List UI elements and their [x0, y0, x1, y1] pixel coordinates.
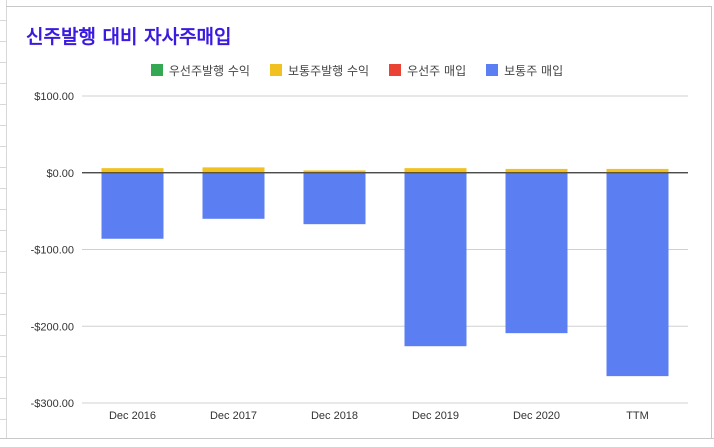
x-tick-label: Dec 2017	[210, 410, 257, 422]
sheet-bottom-strip	[0, 438, 714, 447]
bar-segment	[404, 172, 467, 347]
legend-item-preferred-issuance[interactable]: 우선주발행 수익	[150, 62, 250, 79]
x-tick-label: Dec 2016	[109, 410, 156, 422]
y-tick-label: -$200.00	[31, 321, 74, 333]
spreadsheet-row-gutter	[0, 0, 7, 446]
legend-label: 보통주 매입	[504, 63, 564, 78]
legend-label: 우선주 매입	[407, 63, 467, 78]
y-tick-label: $100.00	[34, 91, 74, 103]
legend-swatch	[389, 64, 402, 76]
chart-frame	[6, 6, 712, 438]
legend-item-preferred-buyback[interactable]: 우선주 매입	[389, 62, 466, 79]
bar-segment	[505, 168, 568, 173]
bar-segment	[101, 168, 164, 173]
bar-segment	[202, 172, 265, 219]
bar-segment	[303, 172, 366, 225]
legend-label: 보통주발행 수익	[287, 63, 370, 78]
legend-swatch	[486, 64, 499, 76]
bar-segment	[101, 172, 164, 239]
bar-segment	[404, 168, 467, 173]
y-tick-label: -$100.00	[31, 245, 74, 257]
legend-swatch	[150, 64, 163, 76]
legend-label: 우선주발행 수익	[168, 63, 250, 78]
bar-segment	[505, 172, 568, 334]
chart-legend: 우선주발행 수익 보통주발행 수익 우선주 매입 보통주 매입	[0, 60, 714, 80]
legend-swatch	[269, 64, 282, 76]
bar-segment	[606, 168, 669, 173]
legend-item-common-buyback[interactable]: 보통주 매입	[486, 62, 563, 79]
x-tick-label: TTM	[626, 410, 649, 422]
bar-segment	[303, 170, 366, 173]
y-tick-label: $0.00	[46, 168, 74, 180]
y-tick-label: -$300.00	[31, 398, 74, 410]
x-tick-label: Dec 2020	[513, 410, 560, 422]
x-tick-label: Dec 2018	[311, 410, 358, 422]
bar-segment	[202, 167, 265, 173]
chart-title: 신주발행 대비 자사주매입	[26, 26, 232, 48]
x-tick-label: Dec 2019	[412, 410, 459, 422]
legend-item-common-issuance[interactable]: 보통주발행 수익	[269, 62, 370, 79]
bar-segment	[606, 172, 669, 377]
